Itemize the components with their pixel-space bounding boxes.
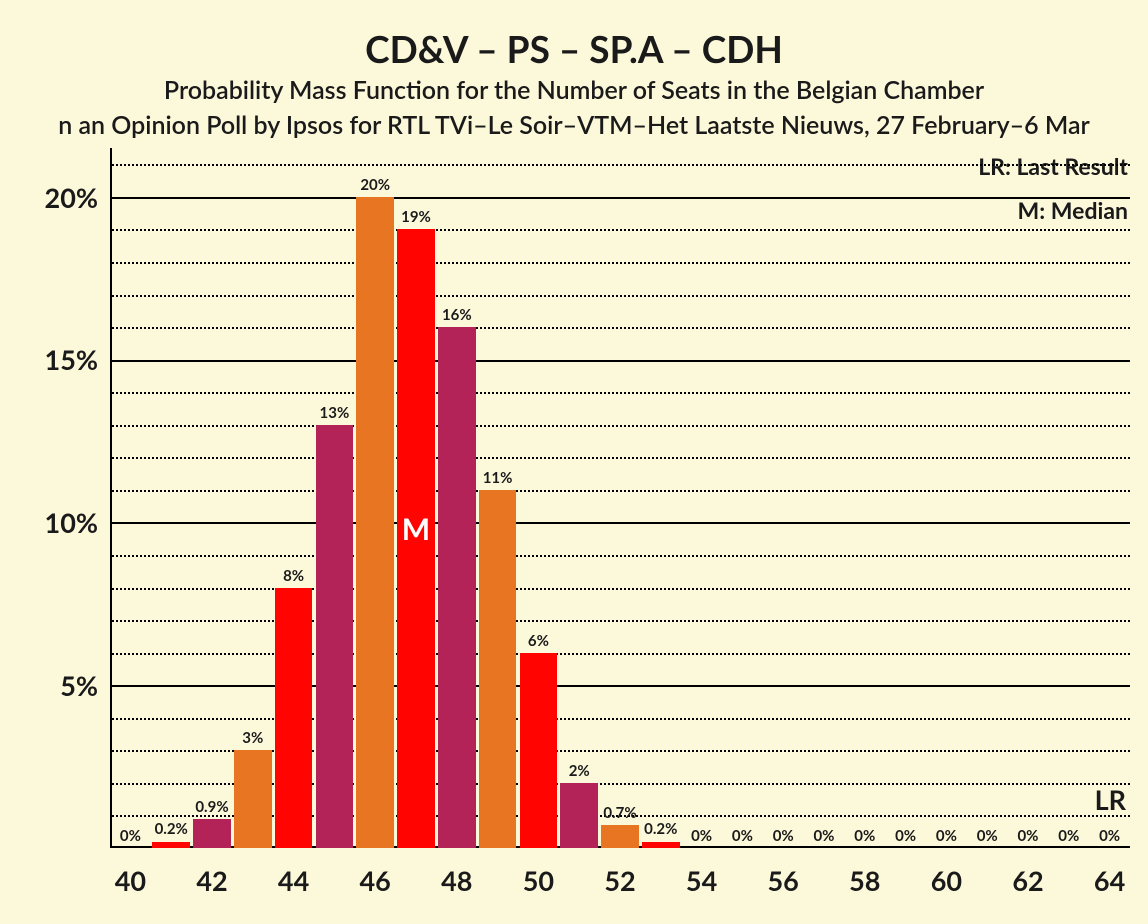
chart-subtitle-1: Probability Mass Function for the Number…	[0, 75, 1148, 105]
gridline-major	[112, 197, 1130, 199]
chart-subtitle-2: n an Opinion Poll by Ipsos for RTL TVi–L…	[0, 110, 1148, 140]
bar	[520, 653, 558, 848]
y-tick-label: 15%	[18, 343, 98, 376]
x-tick-label: 48	[416, 864, 498, 897]
bar-value-label: 2%	[555, 762, 604, 780]
gridline-minor	[112, 164, 1130, 166]
gridline-minor	[112, 588, 1130, 590]
gridline-major	[112, 685, 1130, 687]
gridline-minor	[112, 425, 1130, 427]
bar	[356, 197, 394, 848]
bar	[438, 327, 476, 848]
gridline-major	[112, 522, 1130, 524]
x-tick-label: 54	[661, 864, 743, 897]
x-tick-label: 42	[171, 864, 253, 897]
x-tick-label: 62	[987, 864, 1069, 897]
y-axis	[110, 148, 112, 848]
bar	[234, 750, 272, 848]
bar-value-label: 0.9%	[188, 798, 237, 816]
bar-value-label: 0%	[1085, 827, 1134, 845]
x-tick-label: 60	[906, 864, 988, 897]
bar-value-label: 20%	[351, 176, 400, 194]
x-tick-label: 40	[90, 864, 172, 897]
bar	[479, 490, 517, 848]
y-tick-label: 5%	[18, 669, 98, 702]
bar-value-label: 11%	[473, 469, 522, 487]
gridline-minor	[112, 653, 1130, 655]
chart-title: CD&V – PS – SP.A – CDH	[0, 26, 1148, 71]
gridline-minor	[112, 295, 1130, 297]
bar	[642, 842, 680, 849]
bar	[601, 825, 639, 848]
bar	[275, 588, 313, 848]
y-tick-label: 20%	[18, 181, 98, 214]
x-tick-label: 50	[498, 864, 580, 897]
gridline-minor	[112, 327, 1130, 329]
gridline-minor	[112, 555, 1130, 557]
x-tick-label: 56	[742, 864, 824, 897]
bar	[560, 783, 598, 848]
chart-canvas: CD&V – PS – SP.A – CDH Probability Mass …	[0, 0, 1148, 924]
bar	[152, 842, 190, 849]
bar	[316, 425, 354, 848]
gridline-major	[112, 360, 1130, 362]
gridline-minor	[112, 229, 1130, 231]
last-result-marker: LR	[1095, 783, 1126, 816]
x-tick-label: 64	[1069, 864, 1148, 897]
x-tick-label: 46	[334, 864, 416, 897]
gridline-minor	[112, 457, 1130, 459]
median-marker: M	[397, 511, 435, 547]
bar	[193, 819, 231, 848]
y-tick-label: 10%	[18, 506, 98, 539]
x-tick-label: 52	[579, 864, 661, 897]
bar-value-label: 19%	[392, 208, 441, 226]
gridline-minor	[112, 262, 1130, 264]
plot-area: 5%10%15%20%0%0.2%0.9%3%8%13%20%19%16%11%…	[110, 148, 1130, 848]
gridline-minor	[112, 392, 1130, 394]
gridline-minor	[112, 490, 1130, 492]
bar-value-label: 6%	[514, 632, 563, 650]
gridline-minor	[112, 718, 1130, 720]
bar-value-label: 3%	[228, 729, 277, 747]
bar-value-label: 0.2%	[147, 820, 196, 838]
x-tick-label: 58	[824, 864, 906, 897]
bar-value-label: 8%	[269, 567, 318, 585]
bar-value-label: 13%	[310, 404, 359, 422]
x-tick-label: 44	[253, 864, 335, 897]
bar-value-label: 16%	[432, 306, 481, 324]
gridline-minor	[112, 620, 1130, 622]
